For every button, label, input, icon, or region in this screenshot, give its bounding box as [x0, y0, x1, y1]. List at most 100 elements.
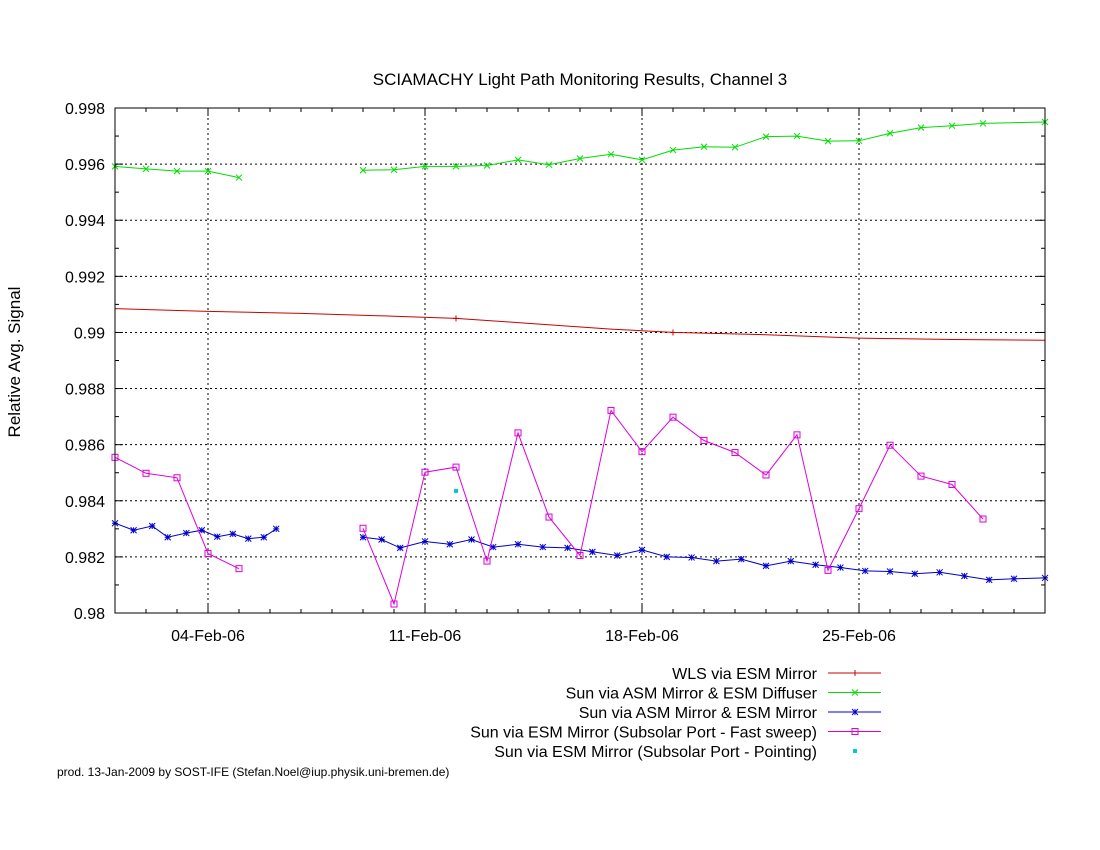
- legend-label: Sun via ASM Mirror & ESM Diffuser: [566, 686, 818, 703]
- data-point: [861, 567, 869, 575]
- y-tick-label: 0.988: [65, 382, 105, 399]
- data-point: [204, 550, 212, 558]
- legend-marker: [851, 689, 859, 696]
- data-point: [638, 448, 646, 456]
- data-point: [824, 137, 832, 145]
- data-point: [514, 429, 522, 437]
- series-0: [114, 308, 1046, 341]
- data-point: [961, 572, 968, 580]
- data-point: [731, 449, 739, 457]
- data-point: [731, 143, 739, 151]
- axis-ticks: 0.98 0.982 0.984 0.986 0.988 0.99 0.992 0.994 0.…: [65, 101, 1046, 645]
- data-point: [762, 133, 770, 140]
- data-point: [378, 536, 385, 543]
- data-point: [130, 526, 137, 534]
- data-point: [235, 565, 243, 573]
- data-point: [173, 474, 181, 482]
- data-point: [468, 536, 475, 543]
- data-point: [142, 469, 150, 477]
- data-point: [235, 174, 243, 181]
- data-point: [700, 143, 708, 151]
- data-point: [483, 162, 491, 169]
- data-point: [148, 522, 156, 530]
- data-point: [855, 505, 863, 513]
- legend-marker: [851, 708, 859, 716]
- data-point: [514, 540, 522, 548]
- data-point: [917, 472, 925, 480]
- y-tick-label: 0.982: [65, 550, 105, 567]
- series-line: [114, 165, 240, 179]
- footer-credit: prod. 13-Jan-2009 by SOST-IFE (Stefan.No…: [57, 765, 449, 779]
- data-point: [917, 124, 925, 131]
- series-line: [362, 121, 1046, 171]
- y-tick-label: 0.996: [65, 157, 105, 174]
- data-point: [545, 161, 553, 169]
- data-point: [979, 120, 987, 127]
- data-point: [638, 546, 646, 554]
- y-axis-label: Relative Avg. Signal: [5, 287, 24, 438]
- data-point: [886, 568, 894, 575]
- data-point: [663, 553, 671, 561]
- data-point: [948, 481, 956, 489]
- legend-label: Sun via ESM Mirror (Subsolar Port - Fast…: [470, 725, 817, 742]
- data-point: [390, 600, 398, 608]
- data-point: [390, 166, 398, 174]
- x-tick-label: 18-Feb-06: [605, 628, 679, 645]
- legend-label: WLS via ESM Mirror: [672, 666, 818, 683]
- data-point: [359, 533, 367, 541]
- data-point: [453, 315, 459, 322]
- legend-swatch: [853, 749, 857, 753]
- data-point: [936, 568, 943, 576]
- data-point: [421, 163, 429, 170]
- data-point: [607, 150, 615, 158]
- data-point: [164, 533, 172, 541]
- series-line: [362, 536, 1046, 581]
- y-tick-label: 0.998: [65, 101, 105, 118]
- data-point: [613, 552, 621, 559]
- y-tick-label: 0.994: [65, 213, 105, 230]
- data-point: [855, 137, 863, 145]
- legend-label: Sun via ESM Mirror (Subsolar Port - Poin…: [494, 744, 817, 761]
- data-point: [272, 525, 280, 533]
- plot-frame: [114, 107, 1046, 614]
- data-point: [545, 513, 553, 521]
- data-point: [669, 146, 677, 154]
- x-tick-label: 04-Feb-06: [171, 628, 245, 645]
- data-point: [564, 544, 571, 552]
- data-point: [483, 557, 491, 565]
- data-point: [142, 165, 150, 173]
- data-point: [576, 551, 584, 559]
- data-point: [396, 544, 404, 552]
- grid-lines: [115, 108, 1045, 613]
- data-point: [793, 431, 801, 439]
- data-point: [688, 554, 695, 561]
- x-tick-label: 11-Feb-06: [389, 628, 462, 645]
- legend: WLS via ESM Mirror Sun via ASM Mirror & E…: [470, 666, 881, 761]
- data-point: [737, 555, 745, 563]
- data-point: [713, 557, 720, 565]
- data-point: [911, 570, 919, 578]
- data-point: [173, 167, 181, 175]
- data-point: [670, 329, 676, 336]
- data-point: [762, 471, 770, 479]
- y-tick-label: 0.98: [74, 606, 105, 623]
- data-point: [244, 535, 252, 543]
- data-point: [539, 543, 547, 551]
- data-point: [576, 155, 584, 162]
- legend-label: Sun via ASM Mirror & ESM Mirror: [579, 705, 818, 722]
- series-line: [114, 456, 240, 570]
- data-point: [589, 548, 596, 556]
- series-line: [114, 522, 277, 540]
- series-3: [111, 406, 987, 608]
- data-point: [787, 557, 795, 565]
- data-point: [204, 167, 212, 175]
- y-tick-label: 0.986: [65, 438, 105, 455]
- data-point: [359, 524, 367, 532]
- data-point: [979, 515, 987, 523]
- x-tick-label: 25-Feb-06: [822, 628, 896, 645]
- data-point: [213, 533, 221, 541]
- data-point: [837, 564, 844, 571]
- data-point: [452, 163, 460, 170]
- series-1: [111, 118, 1049, 181]
